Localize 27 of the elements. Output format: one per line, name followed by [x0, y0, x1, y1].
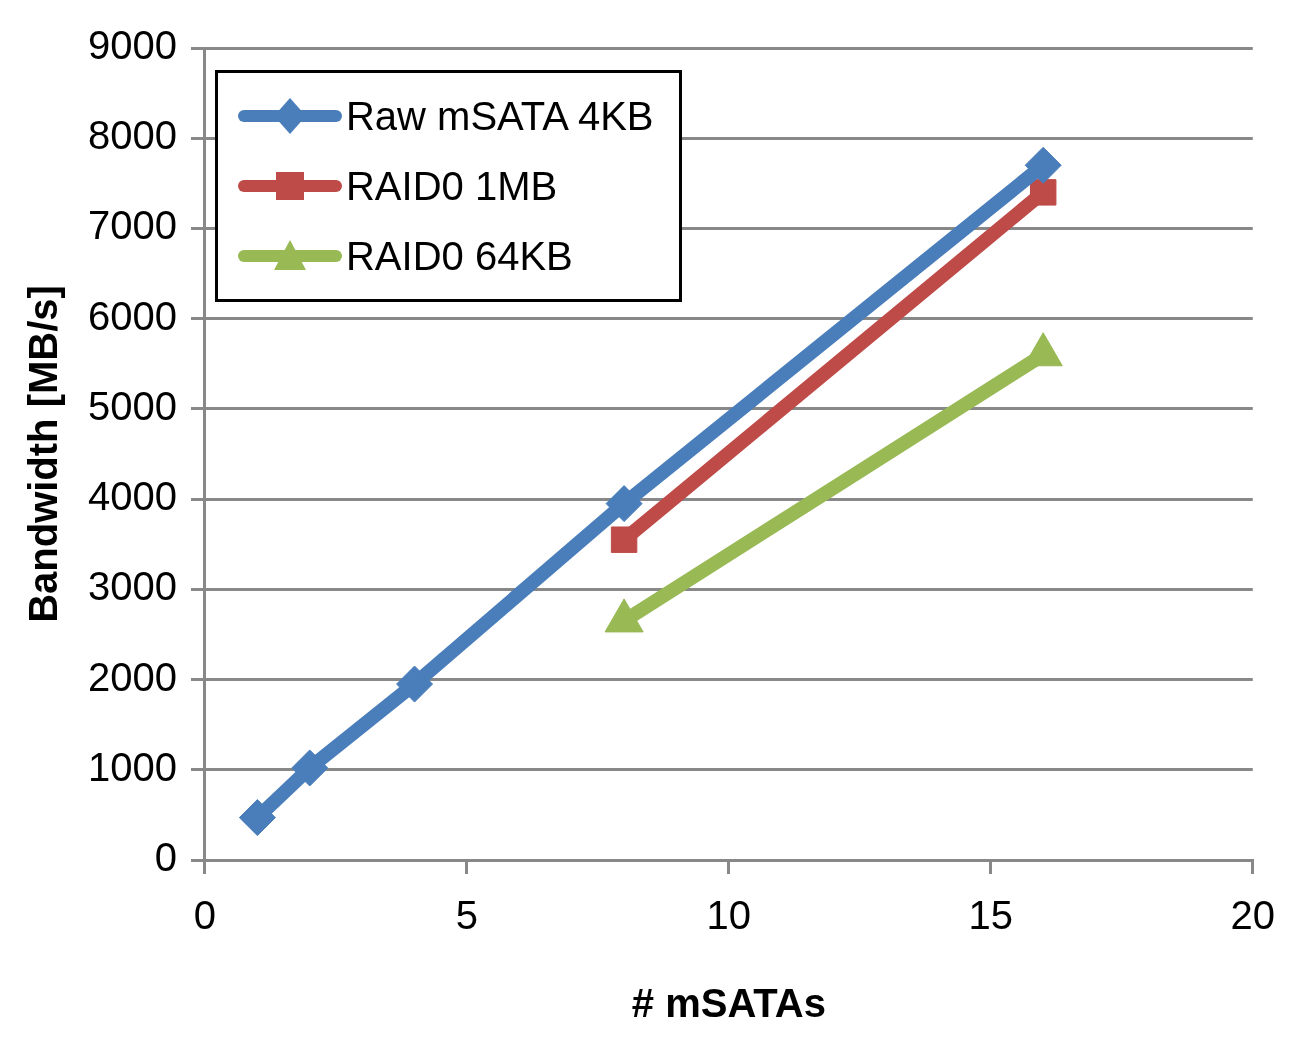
y-tick-label: 9000 — [88, 23, 177, 68]
point — [1024, 146, 1062, 184]
y-tick-label: 8000 — [88, 113, 177, 158]
x-tick-label: 15 — [968, 893, 1014, 938]
point — [238, 799, 276, 837]
point — [1029, 179, 1057, 206]
x-tick-label: 0 — [193, 893, 217, 938]
legend-label: Raw mSATA 4KB — [345, 93, 654, 139]
y-tick-label: 5000 — [88, 383, 177, 428]
point — [610, 526, 638, 553]
y-tick-label: 6000 — [88, 293, 177, 338]
y-axis-title: Bandwidth [MB/s] — [21, 285, 66, 623]
y-tick-label: 3000 — [88, 564, 177, 609]
y-tick-label: 0 — [154, 835, 177, 880]
legend-label: RAID0 1MB — [345, 163, 558, 209]
x-axis-title: # mSATAs — [631, 981, 826, 1026]
point — [291, 749, 329, 787]
y-tick-label: 1000 — [88, 744, 177, 789]
point — [396, 665, 434, 703]
x-tick-label: 10 — [706, 893, 752, 938]
y-tick-label: 4000 — [88, 474, 177, 519]
legend-label: RAID0 64KB — [345, 233, 573, 279]
x-tick-label: 5 — [455, 893, 479, 938]
y-tick-label: 2000 — [88, 654, 177, 699]
y-tick-label: 7000 — [88, 203, 177, 248]
point — [605, 485, 643, 523]
x-tick-label: 20 — [1230, 893, 1275, 938]
